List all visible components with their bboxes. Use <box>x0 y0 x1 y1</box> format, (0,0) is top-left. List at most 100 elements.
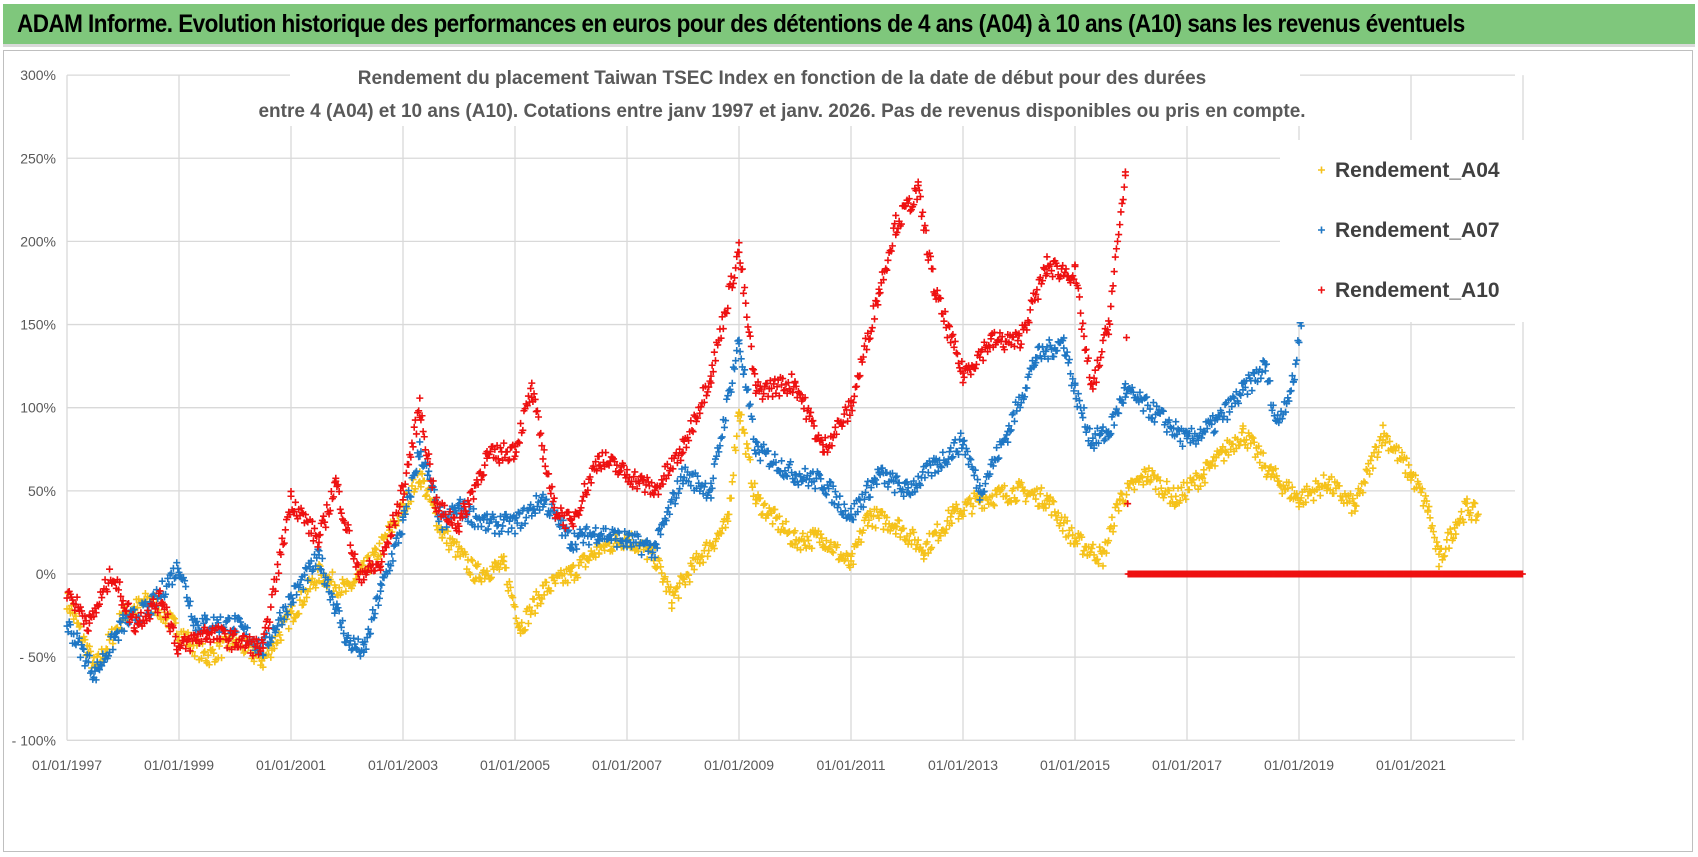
data-point <box>98 662 106 670</box>
data-point <box>1107 430 1115 438</box>
data-point <box>685 478 693 486</box>
data-point <box>527 610 535 618</box>
data-point <box>483 454 491 462</box>
data-point <box>869 302 877 310</box>
data-point <box>827 478 835 486</box>
data-point <box>949 453 957 461</box>
data-point <box>697 403 705 411</box>
data-point <box>289 617 297 625</box>
data-point <box>1360 478 1368 486</box>
data-point <box>246 633 254 641</box>
data-point <box>1109 528 1117 536</box>
data-point <box>191 631 199 639</box>
data-point <box>433 522 441 530</box>
data-point <box>66 621 74 629</box>
data-point <box>331 609 339 617</box>
data-point <box>375 594 383 602</box>
data-point <box>799 529 807 537</box>
data-point <box>737 411 745 419</box>
data-point <box>742 299 750 307</box>
data-point <box>223 644 231 652</box>
data-point <box>658 569 666 577</box>
data-point <box>1089 385 1097 393</box>
data-point <box>327 589 335 597</box>
data-point <box>1096 361 1104 369</box>
data-point <box>344 521 352 529</box>
data-point <box>125 599 133 607</box>
data-point <box>116 617 124 625</box>
data-point <box>225 635 233 643</box>
data-point <box>351 640 359 648</box>
data-point <box>502 510 510 518</box>
data-point <box>1011 417 1019 425</box>
data-point <box>597 530 605 538</box>
data-point <box>1022 497 1030 505</box>
data-point <box>883 513 891 521</box>
data-point <box>1016 344 1024 352</box>
data-point <box>1239 422 1247 430</box>
data-point <box>1116 221 1124 229</box>
data-point <box>1288 372 1296 380</box>
data-point <box>673 583 681 591</box>
data-point <box>1320 471 1328 479</box>
data-point <box>1095 560 1103 568</box>
data-point <box>960 437 968 445</box>
legend-box <box>1280 140 1562 322</box>
data-point <box>1199 474 1207 482</box>
data-point <box>231 627 239 635</box>
data-point <box>417 448 425 456</box>
data-point <box>1248 387 1256 395</box>
data-point <box>1079 414 1087 422</box>
data-point <box>1429 528 1437 536</box>
data-point <box>556 523 564 531</box>
data-point <box>998 333 1006 341</box>
data-point <box>976 496 984 504</box>
data-point <box>976 482 984 490</box>
data-point <box>1088 545 1096 552</box>
data-point <box>399 516 407 524</box>
data-point <box>1417 488 1425 496</box>
data-point <box>731 365 739 373</box>
data-point <box>959 512 967 520</box>
data-point <box>1025 370 1033 378</box>
data-point <box>319 569 327 577</box>
data-point <box>92 676 100 684</box>
data-point <box>778 381 786 389</box>
data-point <box>337 623 345 631</box>
data-point <box>504 457 512 465</box>
data-point <box>202 635 210 643</box>
marks <box>63 168 1526 684</box>
data-point <box>1242 436 1250 444</box>
data-point <box>515 439 523 447</box>
data-point <box>401 510 409 518</box>
data-point <box>388 550 396 558</box>
data-point <box>1110 421 1118 429</box>
data-point <box>330 601 338 609</box>
data-point <box>891 220 899 228</box>
data-point <box>409 443 417 451</box>
data-point <box>897 220 905 228</box>
data-point <box>1092 378 1100 386</box>
data-point <box>1302 498 1310 506</box>
data-point <box>1518 570 1526 578</box>
data-point <box>1446 525 1454 533</box>
data-point <box>638 472 646 480</box>
data-point <box>103 588 111 596</box>
data-point <box>435 507 443 515</box>
data-point <box>267 638 275 646</box>
data-point <box>772 458 780 466</box>
data-point <box>106 565 114 573</box>
data-point <box>943 460 951 468</box>
data-point <box>259 644 267 652</box>
data-point <box>528 379 536 387</box>
data-point <box>927 461 935 469</box>
data-point <box>1278 415 1286 423</box>
data-point <box>430 498 438 506</box>
data-point <box>709 368 717 376</box>
data-point <box>1210 429 1218 437</box>
data-point <box>297 504 305 512</box>
data-point <box>657 530 665 538</box>
data-point <box>724 304 732 312</box>
data-point <box>1470 498 1478 506</box>
data-point <box>1080 332 1088 340</box>
